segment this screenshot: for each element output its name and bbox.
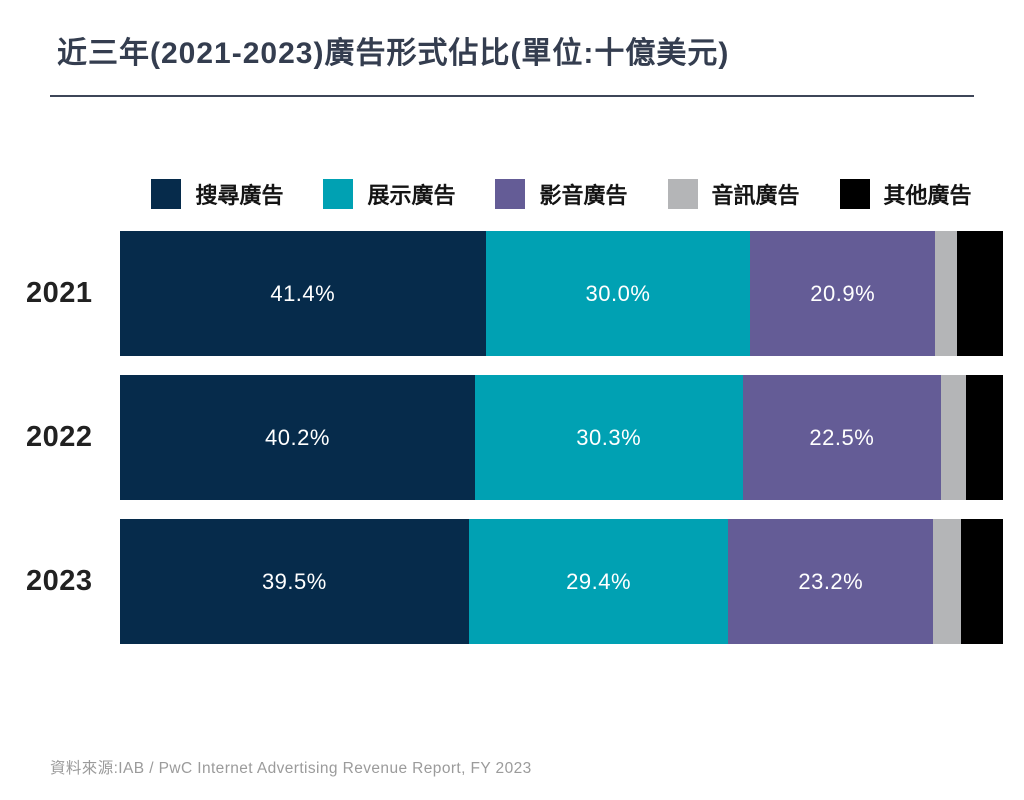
bar-segment-other-2022: [965, 375, 1003, 500]
value-label-search-2023: 39.5%: [261, 568, 327, 594]
bar-segment-search-2023: 39.5%: [120, 519, 469, 644]
bar-segment-display-2022: 30.3%: [474, 375, 743, 500]
value-label-video-2023: 23.2%: [798, 568, 864, 594]
legend-label-audio: 音訊廣告: [711, 183, 800, 208]
value-label-display-2022: 30.3%: [576, 424, 642, 450]
stacked-bar-2021: 41.4% 30.0% 20.9%: [120, 231, 1003, 356]
legend-item-other: 其他廣告: [839, 178, 972, 210]
legend-swatch-search: [151, 179, 182, 209]
legend-label-search: 搜尋廣告: [195, 183, 284, 208]
bar-segment-display-2021: 30.0%: [485, 231, 751, 356]
legend-swatch-video: [495, 179, 526, 209]
year-label-2022: 2022: [26, 421, 93, 453]
year-label-2023: 2023: [26, 565, 93, 597]
value-label-search-2021: 41.4%: [270, 280, 336, 306]
legend-swatch-display: [323, 179, 354, 209]
chart-row-2023: 2023 39.5% 29.4% 23.2%: [0, 519, 1024, 644]
value-label-display-2023: 29.4%: [566, 568, 632, 594]
bar-segment-video-2022: 22.5%: [742, 375, 942, 500]
value-label-video-2022: 22.5%: [809, 424, 875, 450]
legend-label-other: 其他廣告: [883, 183, 972, 208]
legend-label-video: 影音廣告: [539, 183, 628, 208]
bar-segment-video-2023: 23.2%: [728, 519, 934, 644]
bar-segment-other-2021: [957, 231, 1003, 356]
legend-item-video: 影音廣告: [495, 178, 628, 210]
legend-swatch-other: [839, 179, 870, 209]
bar-segment-audio-2022: [941, 375, 966, 500]
bar-segment-audio-2021: [934, 231, 958, 356]
source-note: 資料來源:IAB / PwC Internet Advertising Reve…: [50, 760, 532, 777]
value-label-display-2021: 30.0%: [585, 280, 651, 306]
bar-segment-audio-2023: [933, 519, 961, 644]
year-label-2021: 2021: [26, 277, 93, 309]
legend-label-display: 展示廣告: [367, 183, 456, 208]
page-title: 近三年(2021-2023)廣告形式佔比(單位:十億美元): [57, 37, 730, 70]
bar-segment-other-2023: [960, 519, 1003, 644]
stacked-bar-2023: 39.5% 29.4% 23.2%: [120, 519, 1003, 644]
legend-swatch-audio: [667, 179, 698, 209]
chart-legend: 搜尋廣告 展示廣告 影音廣告 音訊廣告 其他廣告: [120, 179, 1003, 209]
legend-item-search: 搜尋廣告: [151, 178, 283, 210]
value-label-search-2022: 40.2%: [265, 424, 330, 450]
value-label-video-2021: 20.9%: [810, 280, 876, 306]
chart-row-2022: 2022 40.2% 30.3% 22.5%: [0, 375, 1024, 500]
stacked-bar-2022: 40.2% 30.3% 22.5%: [120, 375, 1003, 500]
chart: 2021 41.4% 30.0% 20.9% 2022 40.2% 30.3% 22.5% 20…: [0, 231, 1024, 644]
title-underline: [50, 95, 974, 97]
bar-segment-display-2023: 29.4%: [468, 519, 729, 644]
legend-item-display: 展示廣告: [323, 178, 455, 210]
bar-segment-search-2021: 41.4%: [120, 231, 486, 356]
bar-segment-video-2021: 20.9%: [750, 231, 935, 356]
chart-row-2021: 2021 41.4% 30.0% 20.9%: [0, 231, 1024, 356]
legend-item-audio: 音訊廣告: [667, 178, 800, 210]
page-header: 近三年(2021-2023)廣告形式佔比(單位:十億美元): [0, 0, 1024, 97]
bar-segment-search-2022: 40.2%: [120, 375, 475, 500]
